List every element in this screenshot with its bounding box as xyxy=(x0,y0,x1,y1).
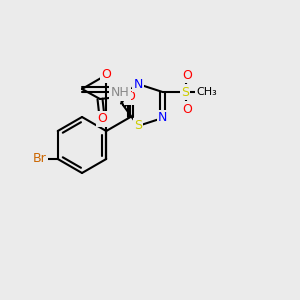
Text: CH₃: CH₃ xyxy=(196,87,217,97)
Text: O: O xyxy=(97,112,107,125)
Text: N: N xyxy=(158,111,167,124)
Text: O: O xyxy=(126,91,135,103)
Text: O: O xyxy=(182,103,192,116)
Text: S: S xyxy=(181,85,189,99)
Text: O: O xyxy=(101,68,111,82)
Text: N: N xyxy=(134,78,143,91)
Text: Br: Br xyxy=(33,152,46,166)
Text: O: O xyxy=(182,69,192,82)
Text: S: S xyxy=(134,119,142,132)
Text: NH: NH xyxy=(111,86,129,100)
